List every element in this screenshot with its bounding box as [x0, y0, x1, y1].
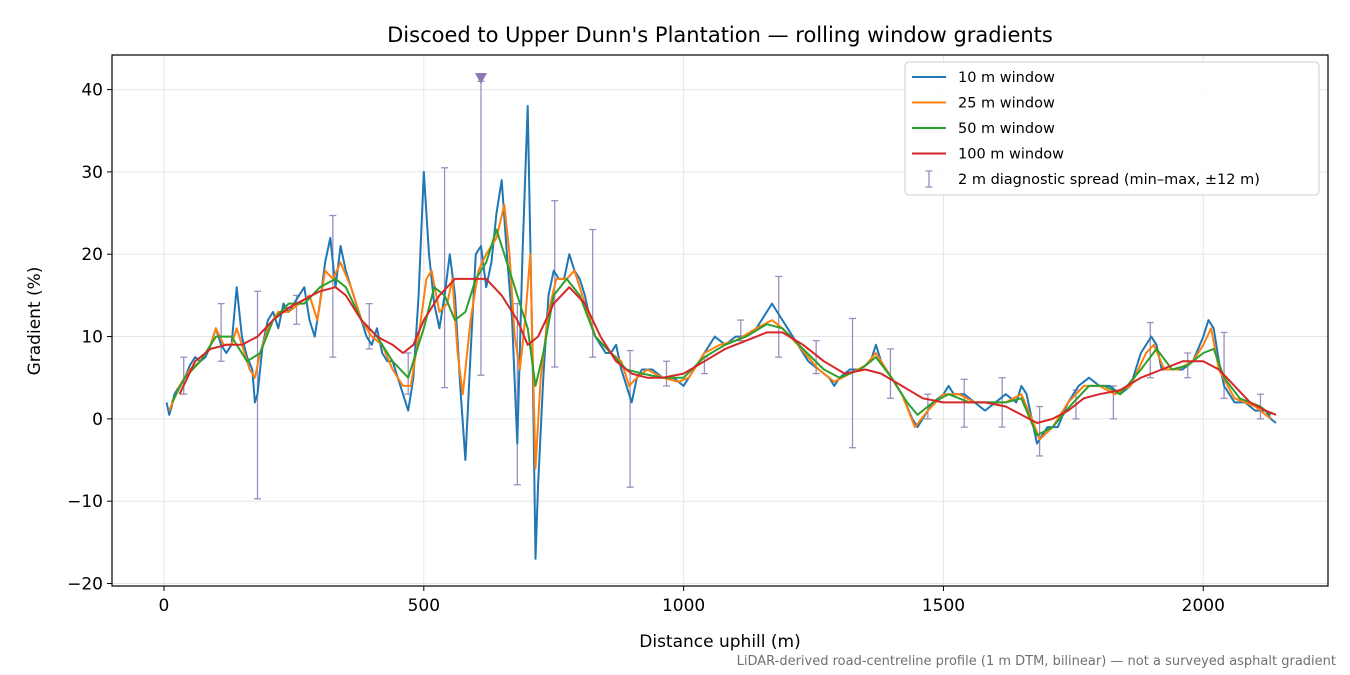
errorbar — [886, 348, 894, 399]
errorbar — [662, 360, 670, 387]
errorbar — [1146, 321, 1154, 379]
errorbar — [775, 275, 783, 358]
y-tick-label: −10 — [67, 492, 103, 512]
x-axis: 0 500 1000 1500 2000 — [159, 586, 1225, 616]
y-axis: −20 −10 0 10 20 30 40 — [67, 81, 112, 595]
errorbar — [217, 302, 225, 362]
errorbar — [1036, 405, 1044, 457]
y-tick-label: 40 — [81, 81, 103, 101]
y-tick-label: −20 — [67, 575, 103, 595]
errorbar — [329, 214, 337, 358]
y-tick-label: 30 — [81, 163, 103, 183]
legend-entry: 100 m window — [912, 147, 1064, 163]
y-tick-label: 0 — [92, 410, 103, 430]
y-axis-label: Gradient (%) — [25, 267, 45, 376]
footnote: LiDAR-derived road-centreline profile (1… — [737, 654, 1336, 669]
legend-label: 25 m window — [958, 96, 1055, 112]
series-line — [170, 228, 1272, 437]
legend-entry: 2 m diagnostic spread (min–max, ±12 m) — [925, 170, 1260, 188]
legend-entry: 10 m window — [912, 70, 1055, 86]
legend: 10 m window 25 m window 50 m window 100 m w… — [904, 61, 1320, 196]
chart-title: Discoed to Upper Dunn's Plantation — rol… — [387, 23, 1053, 47]
legend-entry: 25 m window — [912, 96, 1055, 112]
x-tick-label: 500 — [408, 596, 440, 616]
y-tick-label: 20 — [81, 245, 103, 265]
plot-frame — [111, 54, 1329, 587]
marker-group — [474, 73, 487, 84]
x-tick-label: 1000 — [662, 596, 705, 616]
x-tick-label: 1500 — [922, 596, 965, 616]
errorbar — [849, 317, 857, 449]
legend-label: 100 m window — [958, 147, 1064, 163]
legend-label: 50 m window — [958, 121, 1055, 137]
errorbar — [441, 167, 449, 389]
clipped-max-marker — [474, 73, 487, 84]
legend-label: 2 m diagnostic spread (min–max, ±12 m) — [958, 172, 1260, 188]
series-line — [178, 277, 1277, 424]
errorbar — [180, 356, 188, 395]
y-tick-label: 10 — [81, 328, 103, 348]
x-tick-label: 2000 — [1182, 596, 1225, 616]
legend-label: 10 m window — [958, 70, 1055, 86]
legend-entry: 50 m window — [912, 121, 1055, 137]
plot-area — [165, 73, 1277, 560]
x-tick-label: 0 — [159, 596, 170, 616]
series-group — [165, 105, 1277, 560]
legend-box — [904, 61, 1320, 196]
x-axis-label: Distance uphill (m) — [639, 632, 800, 652]
errorbar — [589, 228, 597, 358]
